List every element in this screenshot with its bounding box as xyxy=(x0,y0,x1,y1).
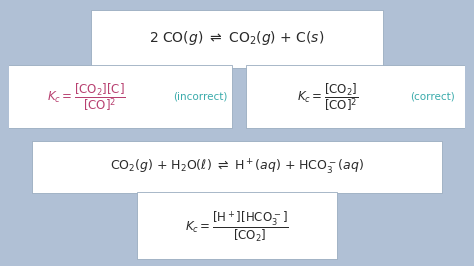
FancyBboxPatch shape xyxy=(137,192,337,259)
Text: $K_c = \dfrac{[\mathrm{CO_2}][\mathrm{C}]}{[\mathrm{CO}]^2}$: $K_c = \dfrac{[\mathrm{CO_2}][\mathrm{C}… xyxy=(47,81,126,113)
Text: CO$_2$($g$) + H$_2$O($\ell$) $\rightleftharpoons$ H$^+$($aq$) + HCO$_3^-$($aq$): CO$_2$($g$) + H$_2$O($\ell$) $\rightleft… xyxy=(110,157,364,176)
FancyBboxPatch shape xyxy=(246,65,469,128)
Text: 2 CO($g$) $\rightleftharpoons$ CO$_2$($g$) + C($s$): 2 CO($g$) $\rightleftharpoons$ CO$_2$($g… xyxy=(149,30,325,48)
FancyBboxPatch shape xyxy=(5,65,232,128)
Text: (incorrect): (incorrect) xyxy=(173,92,228,102)
FancyBboxPatch shape xyxy=(32,140,442,193)
Text: $K_c = \dfrac{[\mathrm{CO_2}]}{[\mathrm{CO}]^2}$: $K_c = \dfrac{[\mathrm{CO_2}]}{[\mathrm{… xyxy=(297,81,359,113)
FancyBboxPatch shape xyxy=(91,10,383,68)
Text: (correct): (correct) xyxy=(410,92,455,102)
Text: $K_c = \dfrac{[\mathrm{H^+}][\mathrm{HCO_3^-}]}{[\mathrm{CO_2}]}$: $K_c = \dfrac{[\mathrm{H^+}][\mathrm{HCO… xyxy=(185,209,289,244)
